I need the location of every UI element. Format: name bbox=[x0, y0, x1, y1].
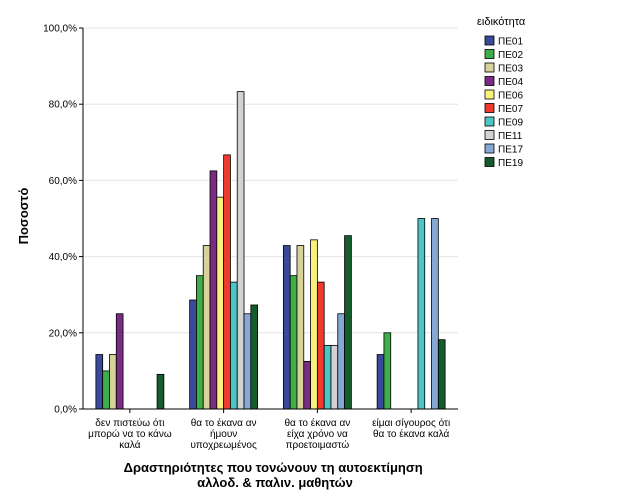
bar bbox=[303, 360, 311, 410]
legend-items: ΠΕ01 ΠΕ02 ΠΕ03 ΠΕ04 ΠΕ06 ΠΕ07 ΠΕ09 ΠΕ11 ΠΕ17 ΠΕ19 bbox=[484, 35, 523, 169]
legend-label: ΠΕ11 bbox=[498, 131, 523, 142]
x-axis-title-line-1: Δραστηριότητες που τονώνουν τη αυτοεκτίμ… bbox=[124, 460, 423, 475]
x-category-label-line: δεν πιστεύω ότι bbox=[95, 417, 164, 429]
y-axis-gridlines bbox=[83, 27, 458, 334]
bar bbox=[243, 313, 252, 410]
bar bbox=[95, 354, 104, 410]
legend-label: ΠΕ17 bbox=[498, 145, 523, 156]
bar bbox=[102, 370, 110, 410]
bars bbox=[95, 91, 446, 410]
axes bbox=[82, 28, 458, 410]
legend-label: ΠΕ19 bbox=[498, 158, 523, 169]
x-category-label: δεν πιστεύω ότι μπορώ να το κάνω καλά bbox=[88, 417, 172, 451]
legend-swatch bbox=[484, 130, 495, 140]
bar bbox=[189, 299, 197, 410]
y-tick-label: 20,0% bbox=[49, 328, 77, 339]
x-category-label-line: είχα χρόνο να bbox=[287, 428, 348, 440]
bar bbox=[115, 313, 124, 410]
bar bbox=[216, 196, 225, 410]
y-axis-ticks: 0,0% 20,0% 40,0% 60,0% 80,0% 100,0% bbox=[43, 24, 83, 416]
legend-label: ΠΕ09 bbox=[498, 118, 523, 129]
bar bbox=[202, 245, 211, 410]
bar bbox=[344, 235, 352, 410]
bar bbox=[323, 344, 332, 410]
x-category-label-line: προετοιμαστώ bbox=[286, 439, 350, 451]
bar bbox=[209, 170, 218, 410]
legend-swatch bbox=[484, 143, 495, 154]
x-category-label-line: ήμουν bbox=[210, 428, 237, 440]
y-tick-label: 40,0% bbox=[49, 252, 77, 263]
y-axis-title: Ποσοστό bbox=[16, 188, 31, 245]
legend-swatch bbox=[484, 89, 495, 100]
bar bbox=[310, 239, 318, 410]
bar bbox=[282, 245, 291, 410]
legend-label: ΠΕ02 bbox=[498, 50, 523, 61]
bar bbox=[417, 218, 426, 410]
bar bbox=[230, 281, 238, 410]
x-category-label-line: θα το έκανα αν bbox=[285, 417, 351, 429]
bar bbox=[383, 332, 392, 410]
legend-label: ΠΕ06 bbox=[498, 91, 523, 102]
x-category-label-line: υποχρεωμένος bbox=[190, 439, 257, 451]
x-category-label-line: καλά bbox=[119, 439, 141, 451]
legend-swatch bbox=[484, 103, 495, 113]
y-tick-label: 60,0% bbox=[49, 176, 77, 187]
bar bbox=[316, 281, 325, 410]
x-category-label: θα το έκανα αν είχα χρόνο να προετοιμαστώ bbox=[285, 417, 351, 451]
bar bbox=[223, 154, 231, 410]
legend-swatch bbox=[484, 116, 495, 127]
x-category-label-line: μπορώ να το κάνω bbox=[88, 428, 172, 440]
bar bbox=[236, 91, 245, 410]
legend-label: ΠΕ03 bbox=[498, 64, 523, 75]
x-category-label-line: θα το έκανα αν bbox=[191, 417, 257, 429]
y-tick-label: 80,0% bbox=[49, 100, 77, 111]
bar bbox=[109, 354, 117, 410]
bar bbox=[250, 304, 259, 410]
x-category-label-line: είμαι σίγουρος ότι bbox=[372, 417, 450, 429]
legend-swatch bbox=[484, 35, 495, 46]
bar bbox=[337, 313, 345, 410]
bar bbox=[437, 339, 446, 410]
legend-swatch bbox=[484, 62, 495, 73]
legend: ειδικότητα ΠΕ01ΠΕ02ΠΕ03ΠΕ04ΠΕ06ΠΕ07ΠΕ09Π… bbox=[477, 16, 526, 169]
legend-swatch bbox=[484, 76, 495, 86]
legend-swatch bbox=[484, 49, 495, 59]
legend-label: ΠΕ01 bbox=[498, 37, 523, 48]
legend-label: ΠΕ04 bbox=[498, 77, 523, 88]
legend-swatch bbox=[484, 157, 495, 167]
bar bbox=[330, 344, 339, 410]
bar bbox=[296, 245, 305, 410]
x-axis-title: Δραστηριότητες που τονώνουν τη αυτοεκτίμ… bbox=[124, 460, 427, 490]
x-axis-title-line-2: αλλοδ. & παλιν. μαθητών bbox=[197, 475, 353, 490]
bar bbox=[196, 275, 204, 410]
legend-label: ΠΕ07 bbox=[498, 104, 523, 115]
y-tick-label: 100,0% bbox=[43, 24, 77, 35]
x-category-label-line: θα το έκανα καλά bbox=[373, 428, 449, 440]
bar bbox=[376, 354, 385, 410]
legend-title: ειδικότητα bbox=[477, 16, 526, 28]
bar bbox=[431, 218, 439, 410]
x-category-label: είμαι σίγουρος ότι θα το έκανα καλά bbox=[372, 417, 450, 440]
bar bbox=[156, 373, 165, 410]
y-tick-label: 0,0% bbox=[54, 405, 77, 416]
x-category-label: θα το έκανα αν ήμουν υποχρεωμένος bbox=[190, 417, 257, 451]
x-axis-category-labels: δεν πιστεύω ότι μπορώ να το κάνω καλά θα το… bbox=[88, 409, 450, 451]
bar bbox=[289, 275, 298, 410]
